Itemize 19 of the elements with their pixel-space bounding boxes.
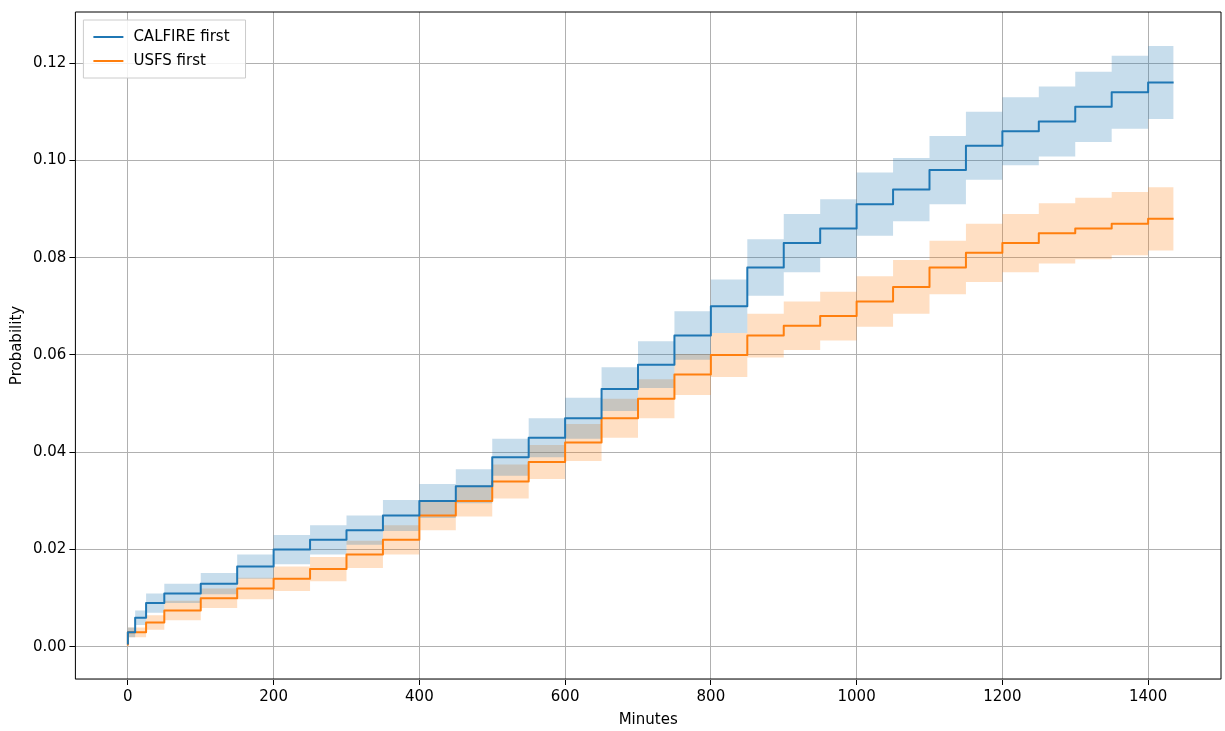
y-axis-title: Probability (6, 305, 25, 386)
y-tick-label: 0.12 (32, 52, 67, 71)
y-tick-label: 0.06 (32, 344, 67, 363)
x-tick-label: 200 (259, 686, 288, 705)
y-tick-label: 0.00 (32, 636, 67, 655)
legend-label: USFS first (133, 50, 206, 69)
y-tick-label: 0.08 (32, 247, 67, 266)
x-tick-label: 1200 (983, 686, 1022, 705)
x-tick-label: 1000 (837, 686, 876, 705)
x-tick-label: 400 (405, 686, 434, 705)
legend-label: CALFIRE first (133, 26, 230, 45)
x-tick-label: 0 (123, 686, 133, 705)
x-axis-title: Minutes (618, 709, 678, 728)
y-tick-label: 0.10 (32, 150, 67, 169)
y-tick-label: 0.04 (32, 442, 67, 461)
x-tick-label: 800 (696, 686, 726, 705)
x-tick-label: 600 (550, 686, 580, 705)
y-tick-label: 0.02 (32, 539, 67, 558)
x-tick-label: 1400 (1129, 686, 1168, 705)
